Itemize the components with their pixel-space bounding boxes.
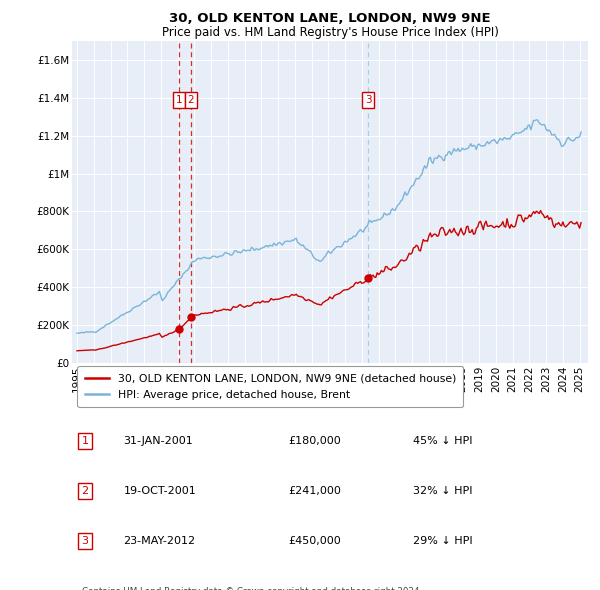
Text: £450,000: £450,000: [289, 536, 341, 546]
Text: £241,000: £241,000: [289, 486, 341, 496]
Text: 3: 3: [365, 95, 371, 105]
Text: 45% ↓ HPI: 45% ↓ HPI: [413, 436, 472, 446]
Text: 29% ↓ HPI: 29% ↓ HPI: [413, 536, 472, 546]
Text: 1: 1: [82, 436, 88, 446]
Text: 3: 3: [82, 536, 88, 546]
Text: Price paid vs. HM Land Registry's House Price Index (HPI): Price paid vs. HM Land Registry's House …: [161, 26, 499, 39]
Legend: 30, OLD KENTON LANE, LONDON, NW9 9NE (detached house), HPI: Average price, detac: 30, OLD KENTON LANE, LONDON, NW9 9NE (de…: [77, 366, 463, 407]
Text: 32% ↓ HPI: 32% ↓ HPI: [413, 486, 472, 496]
Title: 30, OLD KENTON LANE, LONDON, NW9 9NE: 30, OLD KENTON LANE, LONDON, NW9 9NE: [169, 12, 491, 25]
Text: 2: 2: [188, 95, 194, 105]
Text: 2: 2: [82, 486, 88, 496]
Text: Contains HM Land Registry data © Crown copyright and database right 2024.
This d: Contains HM Land Registry data © Crown c…: [82, 586, 422, 590]
Text: 1: 1: [176, 95, 182, 105]
Text: 23-MAY-2012: 23-MAY-2012: [124, 536, 196, 546]
Text: 31-JAN-2001: 31-JAN-2001: [124, 436, 193, 446]
Text: 19-OCT-2001: 19-OCT-2001: [124, 486, 196, 496]
Text: £180,000: £180,000: [289, 436, 341, 446]
